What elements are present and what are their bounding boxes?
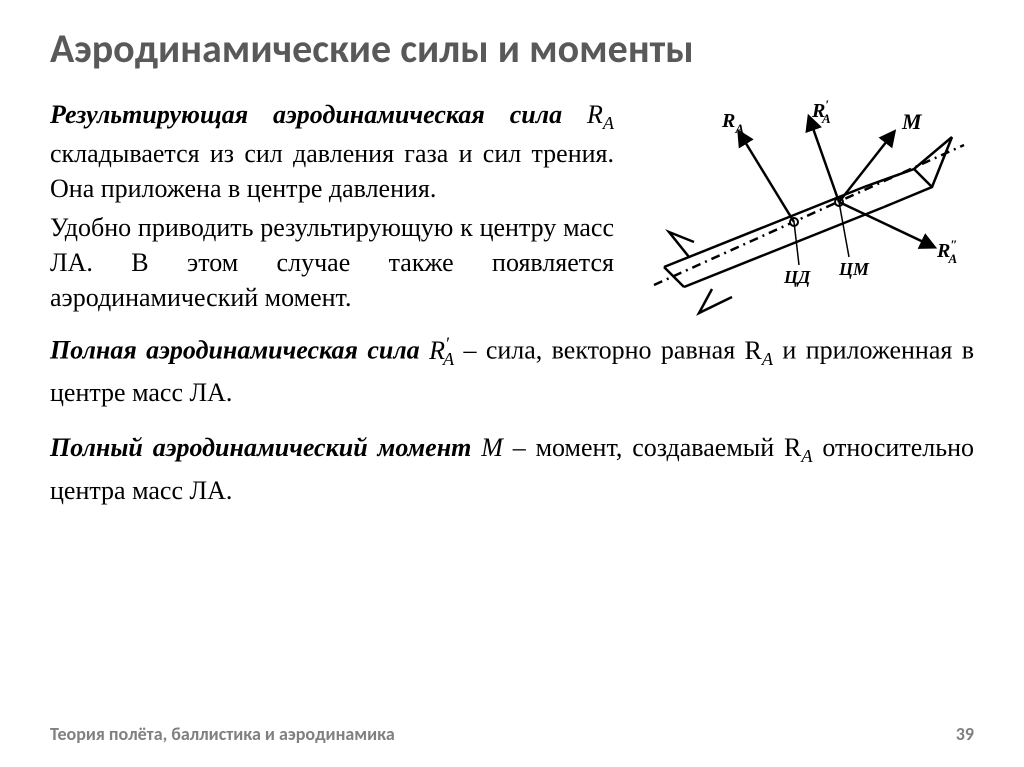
missile-diagram: RA R′A M R″A ЦД ЦМ [634, 97, 974, 322]
p1-tail: складывается из сил давления газа и сил … [50, 139, 614, 203]
svg-text:ЦМ: ЦМ [838, 259, 870, 279]
svg-text:ЦД: ЦД [783, 267, 811, 287]
p3-mid: – сила, векторно равная [454, 336, 744, 365]
slide-number: 39 [956, 723, 974, 745]
symbol-RA-prime: R′A [429, 336, 454, 365]
symbol-RA-2: RA [745, 336, 773, 365]
svg-text:R′A: R′A [811, 97, 831, 126]
p4-mid: – момент, создаваемый [503, 433, 784, 462]
body-text-left: Результирующая аэродинамическая сила RA … [50, 97, 614, 322]
symbol-M: M [481, 433, 503, 462]
symbol-RA-3: RA [784, 433, 812, 462]
p2: Удобно приводить результирующую к центру… [50, 210, 614, 315]
svg-text:R″A: R″A [936, 237, 958, 266]
term-full-moment: Полный аэродинамический момент [50, 433, 481, 462]
footer-course: Теория полёта, баллистика и аэродинамика [50, 723, 395, 745]
term-resultant-force: Результирующая аэродинамическая сила [50, 100, 562, 129]
svg-text:RA: RA [721, 110, 744, 136]
body-text-full: Полная аэродинамическая сила R′A – сила,… [50, 330, 974, 510]
term-full-force: Полная аэродинамическая сила [50, 336, 429, 365]
slide-title: Аэродинамические силы и моменты [50, 24, 974, 73]
svg-text:M: M [901, 109, 923, 134]
symbol-RA: RA [587, 100, 614, 129]
